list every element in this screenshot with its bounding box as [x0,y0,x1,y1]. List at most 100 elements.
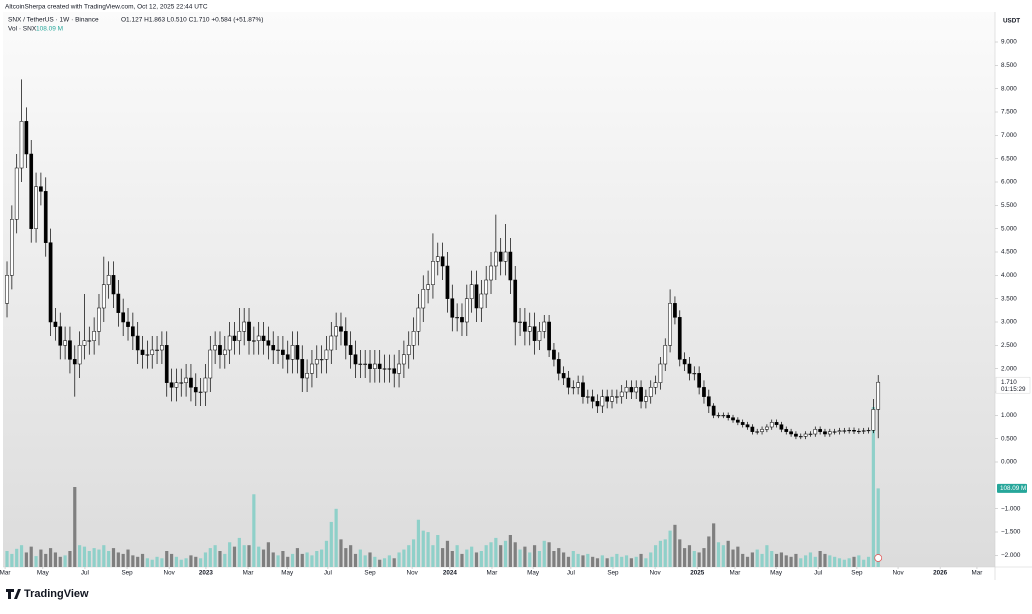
candle-body [174,382,179,388]
candle-body [266,340,271,346]
volume-bar [455,545,459,567]
volume-bar [213,545,217,567]
candle-body [740,422,745,425]
candle-body [213,345,217,351]
y-tick-label: 5.000 [1001,225,1017,232]
volume-bar [150,559,154,567]
volume-bar [847,558,851,567]
volume-bar [194,556,198,567]
candle-body [227,335,232,351]
volume-bar [48,548,53,567]
volume-bar [445,540,450,567]
volume-bar [97,549,101,567]
x-tick-label: Nov [164,570,176,577]
y-tick-label: 0.500 [1001,435,1017,442]
candle-body [310,363,314,374]
volume-bar [591,556,595,567]
volume-bar [295,548,300,567]
candle-body [39,186,43,192]
plot-background [3,12,995,567]
x-tick-label: Mar [0,570,11,577]
candle-body [731,417,735,421]
candle-body [648,387,653,397]
candle-body [508,251,513,281]
candle-body [523,321,527,332]
candle-body [387,368,392,370]
x-tick-label: Sep [851,570,863,577]
x-tick-label: Sep [121,570,133,577]
candle-body [566,377,571,388]
candle-body [615,396,619,398]
volume-bar [557,548,561,567]
candle-body [789,431,793,435]
volume-bar [837,558,842,567]
x-tick-label: Mar [487,570,498,577]
candle-body [750,426,755,432]
candle-body [581,382,585,397]
candle-body [82,340,87,346]
volume-bar [474,552,479,567]
candle-body [832,431,837,433]
volume-bar [653,545,658,567]
x-tick-label: Jul [814,570,822,577]
volume-bar [223,553,227,567]
y-tick-label: 7.000 [1001,132,1017,139]
volume-bar [179,559,183,567]
candle-body [721,415,726,417]
candle-body [871,409,876,431]
x-tick-label: May [770,570,783,577]
candle-body [876,381,881,410]
y-tick-label: 9.000 [1001,39,1017,46]
y-tick-label: 2.500 [1001,342,1017,349]
volume-bar [387,555,391,567]
volume-bar [68,551,72,567]
candle-body [237,331,242,341]
candle-body [208,349,213,379]
volume-bar [678,539,682,567]
candle-body [736,419,740,423]
volume-bar [121,553,125,567]
volume-bar [852,556,856,567]
volume-bar [712,523,716,567]
volume-bar [15,548,19,567]
volume-bar [92,548,96,567]
candle-body [300,359,305,379]
volume-bar [668,530,672,567]
candle-body [445,265,450,299]
volume-bar [610,556,614,567]
volume-bar [833,556,837,567]
candle-body [111,275,116,295]
volume-bar [349,545,353,567]
volume-bar [261,549,266,567]
volume-bar [726,540,730,567]
volume-bar [687,545,692,567]
candle-body [460,317,464,323]
y-tick-label: 1.000 [1001,412,1017,419]
volume-bar [605,558,609,567]
y-tick-label: 0.000 [1001,459,1017,466]
volume-bar [160,558,164,567]
candle-body [406,345,411,355]
candle-body [135,335,140,351]
y-tick-label: 6.000 [1001,179,1017,186]
volume-bar [784,555,788,567]
volume-bar [82,546,87,567]
x-tick-label: Mar [243,570,254,577]
candle-body [639,387,643,402]
volume-bar [663,539,667,567]
last-volume-label: 108.09 M [1000,485,1026,492]
volume-bar [184,558,188,567]
candle-body [827,431,832,435]
volume-bar [828,555,832,567]
candle-body [518,321,522,323]
candle-body [542,321,547,332]
y-tick-label: 8.000 [1001,85,1017,92]
candle-body [256,335,261,341]
volume-bar [862,559,866,567]
volume-bar [24,552,28,567]
candle-body [101,284,106,309]
x-tick-label: Mar [972,570,983,577]
candle-body [19,121,24,169]
volume-bar [203,552,208,567]
